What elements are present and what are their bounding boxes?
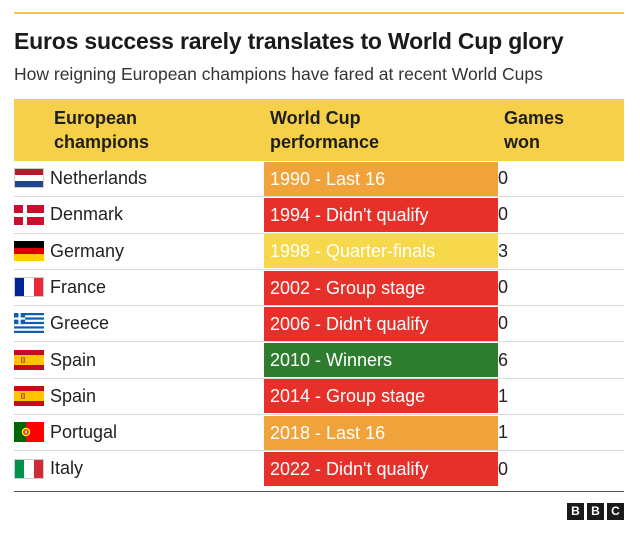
performance-cell: 2006 - Didn't qualify: [264, 305, 498, 343]
country-cell: France: [14, 269, 264, 307]
games-won-cell: 0: [498, 458, 509, 479]
performance-label: 2010 - Winners: [264, 343, 498, 378]
games-won-cell: 0: [498, 269, 624, 307]
table-row: Greece 2006 - Didn't qualify 0: [14, 305, 624, 343]
performance-label: 1998 - Quarter-finals: [264, 234, 498, 269]
games-won-cell: 6: [498, 341, 624, 379]
country-name: Italy: [50, 458, 84, 479]
bottom-rule: [14, 491, 624, 492]
header-european-champions: European champions: [14, 99, 264, 161]
games-won-cell: 0: [498, 305, 624, 343]
country-name: Spain: [50, 349, 97, 370]
table-row: Portugal 2018 - Last 16 1: [14, 414, 624, 452]
performance-label: 1994 - Didn't qualify: [264, 197, 498, 232]
table-header-row: European champions World Cup performance…: [14, 99, 624, 161]
spain-flag-icon: [14, 349, 44, 370]
country-name: Portugal: [50, 422, 118, 443]
performance-label: 2006 - Didn't qualify: [264, 306, 498, 341]
header-line: European: [54, 108, 138, 128]
performance-cell: 2018 - Last 16: [264, 414, 498, 452]
performance-cell: 1990 - Last 16: [264, 161, 498, 198]
country-name: Germany: [50, 240, 125, 261]
country-cell: Spain: [14, 341, 264, 379]
portugal-flag-icon: [14, 422, 44, 443]
bbc-logo-letter: C: [607, 503, 624, 520]
table-row: France 2002 - Group stage 0: [14, 269, 624, 307]
country-cell: Spain: [14, 378, 264, 416]
header-line: performance: [270, 132, 380, 152]
performance-cell: 2014 - Group stage: [264, 378, 498, 416]
performance-cell: 1994 - Didn't qualify: [264, 196, 498, 234]
country-cell: Netherlands: [14, 161, 264, 198]
games-won-cell: 0: [498, 196, 624, 234]
greece-flag-icon: [14, 313, 44, 334]
header-line: champions: [54, 132, 150, 152]
performance-label: 2002 - Group stage: [264, 270, 498, 305]
performance-cell: 2002 - Group stage: [264, 269, 498, 307]
table-row: Spain 2010 - Winners 6: [14, 341, 624, 379]
bbc-logo-letter: B: [587, 503, 604, 520]
top-accent-rule: [14, 12, 624, 14]
bbc-logo-letter: B: [567, 503, 584, 520]
header-games-won: Games won: [498, 99, 624, 161]
country-cell: Germany: [14, 233, 264, 270]
country-name: Spain: [50, 385, 97, 406]
chart-title: Euros success rarely translates to World…: [14, 28, 564, 54]
performance-label: 1990 - Last 16: [264, 161, 498, 196]
bbc-logo: B B C: [567, 503, 624, 520]
denmark-flag-icon: [14, 204, 44, 225]
france-flag-icon: [14, 277, 44, 298]
italy-flag-icon: [14, 458, 44, 479]
performance-cell: 2010 - Winners: [264, 341, 498, 379]
table-row: Italy 2022 - Didn't qualify 0: [14, 451, 624, 487]
netherlands-flag-icon: [14, 168, 44, 189]
germany-flag-icon: [14, 240, 44, 261]
performance-label: 2014 - Group stage: [264, 379, 498, 414]
table-body: Netherlands 1990 - Last 16 0 Denmark 1994 - …: [14, 161, 624, 487]
performance-label: 2018 - Last 16: [264, 415, 498, 450]
table-row: Denmark 1994 - Didn't qualify 0: [14, 196, 624, 234]
country-name: Denmark: [50, 204, 124, 225]
header-line: Games: [504, 108, 565, 128]
header-line: won: [504, 132, 540, 152]
table-row: Spain 2014 - Group stage 1: [14, 378, 624, 416]
country-name: Greece: [50, 313, 110, 334]
performance-cell: 2022 - Didn't qualify: [264, 451, 498, 487]
country-cell: Denmark: [14, 196, 264, 234]
games-won-cell: 1: [498, 378, 624, 416]
performance-cell: 1998 - Quarter-finals: [264, 233, 498, 270]
results-table: European champions World Cup performance…: [14, 99, 624, 487]
chart-subtitle: How reigning European champions have far…: [14, 64, 543, 84]
games-won-cell: 3: [498, 233, 624, 270]
games-won-cell: 1: [498, 414, 624, 452]
country-name: Netherlands: [50, 168, 148, 189]
country-name: France: [50, 276, 107, 297]
table-row: Germany 1998 - Quarter-finals 3: [14, 233, 624, 270]
spain-flag-icon: [14, 386, 44, 407]
header-world-cup-performance: World Cup performance: [264, 99, 498, 161]
country-cell: Italy: [14, 451, 264, 487]
performance-label: 2022 - Didn't qualify: [264, 452, 498, 487]
games-won-cell: 0: [498, 161, 624, 198]
country-cell: Greece: [14, 305, 264, 343]
country-cell: Portugal: [14, 414, 264, 452]
header-line: World Cup: [270, 108, 361, 128]
table-row: Netherlands 1990 - Last 16 0: [14, 161, 624, 198]
